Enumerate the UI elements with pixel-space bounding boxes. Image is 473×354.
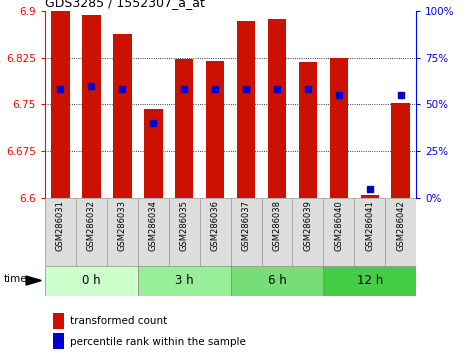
Text: GSM286037: GSM286037 <box>242 200 251 251</box>
Text: percentile rank within the sample: percentile rank within the sample <box>70 337 246 347</box>
Bar <box>53 333 64 349</box>
Text: transformed count: transformed count <box>70 316 168 326</box>
Bar <box>330 57 348 198</box>
FancyBboxPatch shape <box>324 266 416 296</box>
FancyBboxPatch shape <box>231 266 324 296</box>
Text: GSM286039: GSM286039 <box>304 200 313 251</box>
FancyBboxPatch shape <box>324 198 354 266</box>
FancyBboxPatch shape <box>292 198 324 266</box>
Text: GSM286031: GSM286031 <box>56 200 65 251</box>
Text: GSM286032: GSM286032 <box>87 200 96 251</box>
FancyBboxPatch shape <box>45 198 76 266</box>
Text: time: time <box>4 274 27 284</box>
Text: GSM286033: GSM286033 <box>118 200 127 251</box>
FancyBboxPatch shape <box>354 198 385 266</box>
FancyBboxPatch shape <box>385 198 416 266</box>
Bar <box>53 313 64 329</box>
Text: GSM286035: GSM286035 <box>180 200 189 251</box>
FancyBboxPatch shape <box>138 198 169 266</box>
Bar <box>113 34 131 198</box>
Polygon shape <box>26 276 41 285</box>
Text: 12 h: 12 h <box>357 274 383 287</box>
FancyBboxPatch shape <box>76 198 107 266</box>
Bar <box>144 109 163 198</box>
FancyBboxPatch shape <box>107 198 138 266</box>
Text: GSM286040: GSM286040 <box>334 200 343 251</box>
Text: GSM286034: GSM286034 <box>149 200 158 251</box>
Text: 6 h: 6 h <box>268 274 286 287</box>
FancyBboxPatch shape <box>231 198 262 266</box>
FancyBboxPatch shape <box>200 198 231 266</box>
Bar <box>298 62 317 198</box>
Bar <box>268 19 286 198</box>
FancyBboxPatch shape <box>169 198 200 266</box>
Bar <box>360 195 379 198</box>
Text: 3 h: 3 h <box>175 274 193 287</box>
Text: GSM286036: GSM286036 <box>210 200 219 251</box>
Bar <box>51 11 70 198</box>
Bar <box>206 61 224 198</box>
FancyBboxPatch shape <box>138 266 231 296</box>
Text: 0 h: 0 h <box>82 274 101 287</box>
Text: GSM286041: GSM286041 <box>365 200 374 251</box>
Text: GSM286038: GSM286038 <box>272 200 281 251</box>
Bar <box>82 15 101 198</box>
FancyBboxPatch shape <box>45 266 138 296</box>
Bar <box>392 103 410 198</box>
Bar <box>175 59 193 198</box>
Text: GSM286042: GSM286042 <box>396 200 405 251</box>
Text: GDS3285 / 1552307_a_at: GDS3285 / 1552307_a_at <box>45 0 205 10</box>
Bar <box>237 21 255 198</box>
FancyBboxPatch shape <box>262 198 292 266</box>
